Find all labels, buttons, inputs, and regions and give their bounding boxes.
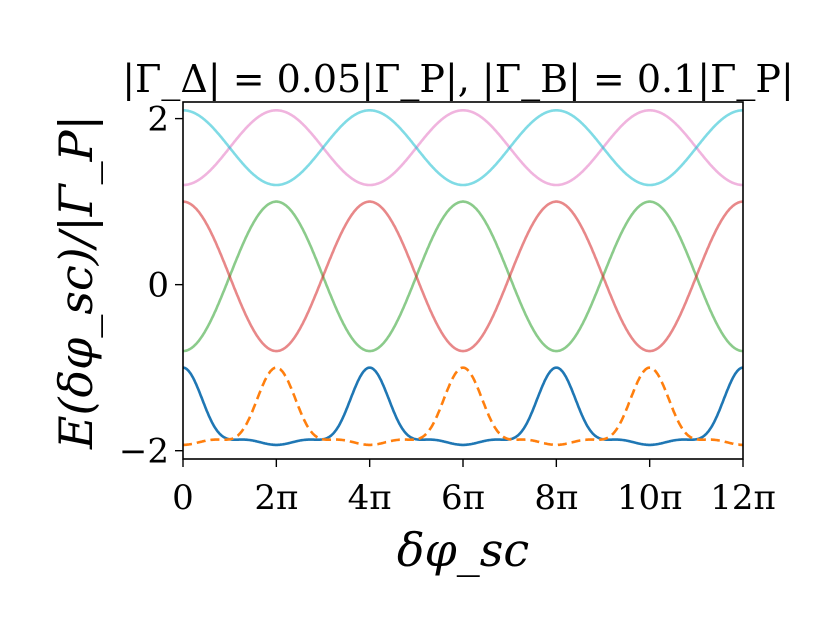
y-tick-label: −2: [119, 432, 169, 472]
x-tick-label: 2π: [254, 478, 298, 518]
x-axis-ticks: 0 2π 4π 6π 8π 10π 12π: [172, 459, 776, 518]
y-axis-ticks: −2 0 2: [119, 100, 183, 472]
series-line-6: [183, 109, 743, 187]
x-tick-label: 12π: [710, 478, 776, 518]
x-tick-label: 6π: [441, 478, 485, 518]
x-tick-label: 0: [172, 478, 194, 518]
series-line-2: [183, 366, 743, 447]
chart-title: |Γ_Δ| = 0.05|Γ_P|, |Γ_B| = 0.1|Γ_P|: [122, 57, 794, 102]
y-tick-label: 2: [147, 100, 169, 140]
plot-lines: [183, 109, 743, 447]
x-tick-label: 10π: [617, 478, 683, 518]
y-tick-label: 0: [147, 266, 169, 306]
y-axis-label: E(δφ_sc)/|Γ_P|: [49, 115, 103, 450]
x-tick-label: 8π: [534, 478, 578, 518]
plot-frame: [182, 101, 744, 460]
series-line-5: [183, 109, 743, 187]
series-line-4: [183, 200, 743, 353]
x-axis-label: δφ_sc: [397, 523, 529, 577]
series-line-1: [183, 366, 743, 447]
series-line-3: [183, 200, 743, 353]
x-tick-label: 4π: [348, 478, 392, 518]
